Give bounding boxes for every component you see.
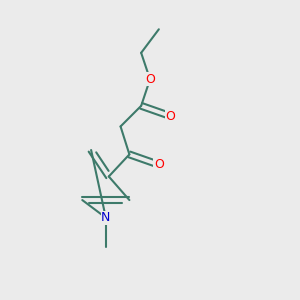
Text: O: O <box>154 158 164 171</box>
Text: N: N <box>101 211 110 224</box>
Text: O: O <box>166 110 176 123</box>
Text: O: O <box>145 73 155 86</box>
